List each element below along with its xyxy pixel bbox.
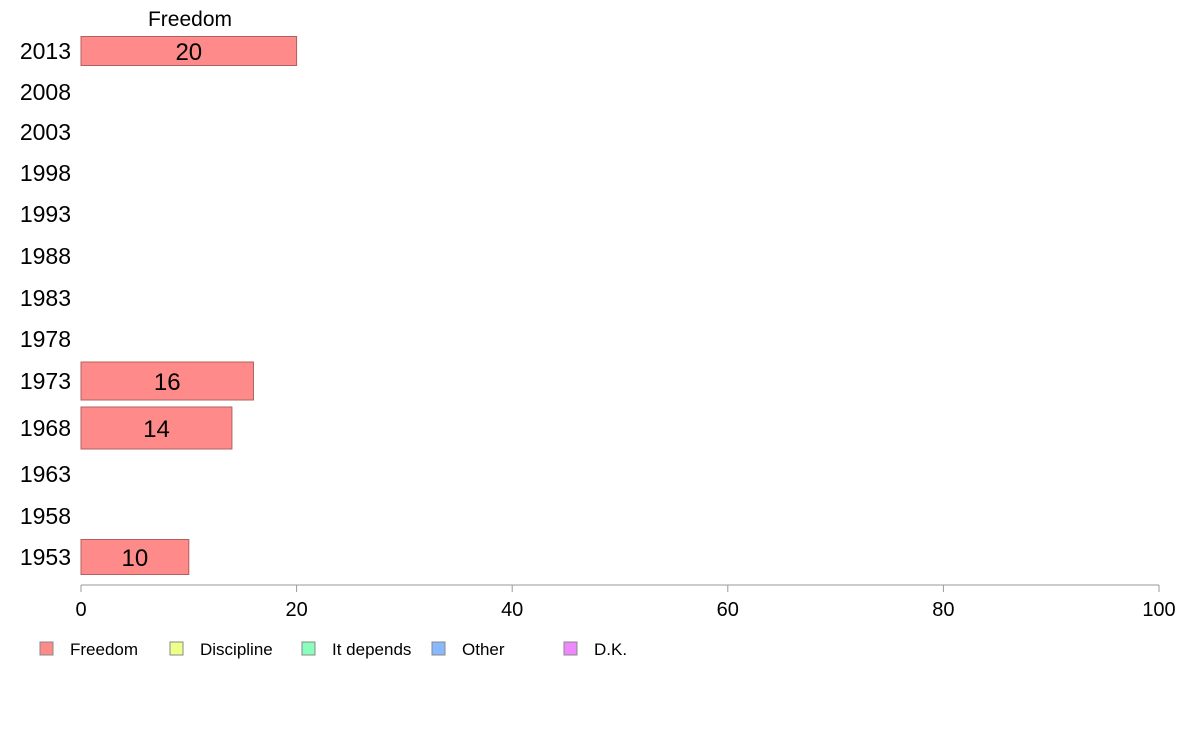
x-tick-label-80: 80 bbox=[932, 599, 954, 621]
y-axis: 2013 2008 2003 1998 1993 1988 1983 1978 1973 1968… bbox=[20, 38, 71, 570]
x-axis: 0 20 40 60 80 100 bbox=[75, 584, 1176, 621]
x-tick-label-0: 0 bbox=[75, 599, 86, 621]
bar-freedom-1953 bbox=[80, 539, 190, 575]
legend-swatch-discipline bbox=[169, 641, 184, 656]
bar-label-1968: 14 bbox=[143, 416, 170, 443]
legend-label-other: Other bbox=[462, 640, 505, 659]
y-tick-label-1953: 1953 bbox=[20, 544, 71, 570]
y-tick-label-1993: 1993 bbox=[20, 201, 71, 227]
legend: Freedom Discipline It depends Other D.K. bbox=[39, 640, 627, 659]
y-tick-label-1983: 1983 bbox=[20, 285, 71, 311]
bar-label-1953: 10 bbox=[122, 545, 149, 572]
legend-label-d-k: D.K. bbox=[594, 640, 627, 659]
y-tick-label-1978: 1978 bbox=[20, 326, 71, 352]
y-tick-label-1998: 1998 bbox=[20, 160, 71, 186]
bar-freedom-2013 bbox=[80, 36, 298, 66]
y-tick-label-1988: 1988 bbox=[20, 243, 71, 269]
bar-labels: 20 16 14 10 bbox=[122, 39, 203, 572]
y-tick-label-2003: 2003 bbox=[20, 119, 71, 145]
bars bbox=[80, 36, 298, 575]
y-tick-label-1963: 1963 bbox=[20, 461, 71, 487]
x-tick-label-20: 20 bbox=[285, 599, 307, 621]
y-tick-label-1968: 1968 bbox=[20, 415, 71, 441]
legend-swatch-other bbox=[431, 641, 446, 656]
legend-label-discipline: Discipline bbox=[200, 640, 273, 659]
legend-swatch-freedom bbox=[39, 641, 54, 656]
legend-swatch-it-depends bbox=[301, 641, 316, 656]
legend-swatch-d-k bbox=[563, 641, 578, 656]
bar-label-1973: 16 bbox=[154, 369, 181, 396]
x-tick-label-40: 40 bbox=[501, 599, 523, 621]
y-tick-label-1958: 1958 bbox=[20, 503, 71, 529]
legend-label-freedom: Freedom bbox=[70, 640, 138, 659]
y-tick-label-2008: 2008 bbox=[20, 79, 71, 105]
bar-freedom-1973 bbox=[80, 361, 254, 401]
bar-freedom-1968 bbox=[80, 406, 233, 450]
y-tick-label-2013: 2013 bbox=[20, 38, 71, 64]
bar-label-2013: 20 bbox=[175, 39, 202, 66]
panel-title: Freedom bbox=[148, 8, 232, 31]
legend-label-it-depends: It depends bbox=[332, 640, 411, 659]
x-tick-label-100: 100 bbox=[1142, 599, 1175, 621]
y-tick-label-1973: 1973 bbox=[20, 368, 71, 394]
x-tick-label-60: 60 bbox=[717, 599, 739, 621]
